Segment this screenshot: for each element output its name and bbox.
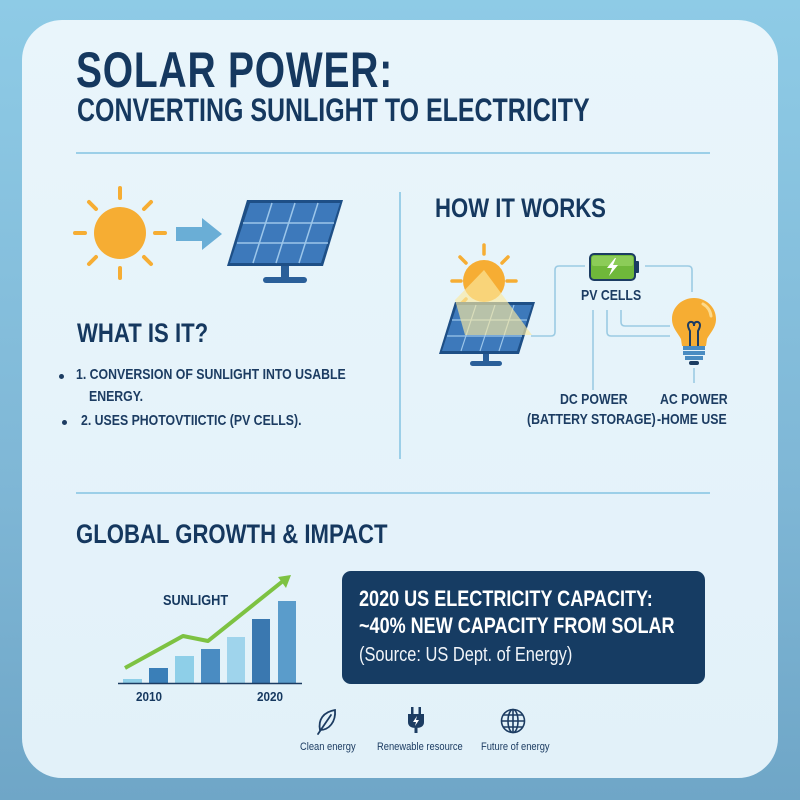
dc-power-sublabel: (BATTERY STORAGE) bbox=[527, 411, 656, 428]
stat-line-2: ~40% NEW CAPACITY FROM SOLAR bbox=[359, 613, 675, 638]
stat-callout-box bbox=[342, 571, 705, 684]
what-is-it-item-1: 1. CONVERSION OF SUNLIGHT INTO USABLE bbox=[76, 366, 346, 383]
what-is-it-item-1-cont: ENERGY. bbox=[89, 388, 144, 405]
growth-heading: GLOBAL GROWTH & IMPACT bbox=[76, 519, 388, 549]
ac-power-label: AC POWER bbox=[660, 391, 728, 408]
stat-source: (Source: US Dept. of Energy) bbox=[359, 644, 573, 666]
bullet-dot bbox=[62, 420, 67, 425]
page-subtitle: CONVERTING SUNLIGHT TO ELECTRICITY bbox=[77, 92, 590, 128]
arrow-right-icon bbox=[176, 218, 222, 250]
globe-icon bbox=[500, 708, 526, 734]
future-of-energy-label: Future of energy bbox=[481, 741, 550, 753]
sun-icon bbox=[73, 186, 167, 280]
plug-icon bbox=[408, 707, 424, 733]
stat-line-1: 2020 US ELECTRICITY CAPACITY: bbox=[359, 586, 653, 611]
solar-panel-icon bbox=[227, 200, 343, 283]
page-title: SOLAR POWER: bbox=[76, 42, 394, 98]
light-bulb-icon bbox=[672, 298, 716, 365]
what-is-it-heading: WHAT IS IT? bbox=[77, 318, 209, 348]
header-divider bbox=[76, 152, 710, 154]
section-divider bbox=[76, 492, 710, 494]
battery-icon bbox=[589, 253, 639, 281]
leaf-icon bbox=[317, 708, 336, 735]
chart-x-label-start: 2010 bbox=[136, 689, 163, 704]
renewable-resource-label: Renewable resource bbox=[377, 741, 463, 753]
chart-x-label-end: 2020 bbox=[257, 689, 284, 704]
dc-power-label: DC POWER bbox=[560, 391, 628, 408]
what-is-it-item-2: 2. USES PHOTOVTIICTIC (PV CELLS). bbox=[81, 412, 302, 429]
column-divider bbox=[399, 192, 401, 459]
how-it-works-heading: HOW IT WORKS bbox=[435, 193, 606, 223]
pv-cells-label: PV CELLS bbox=[581, 287, 642, 304]
bullet-dot bbox=[59, 374, 64, 379]
chart-title: SUNLIGHT bbox=[163, 592, 229, 609]
clean-energy-label: Clean energy bbox=[300, 741, 356, 753]
ac-power-sublabel: -HOME USE bbox=[657, 411, 727, 428]
